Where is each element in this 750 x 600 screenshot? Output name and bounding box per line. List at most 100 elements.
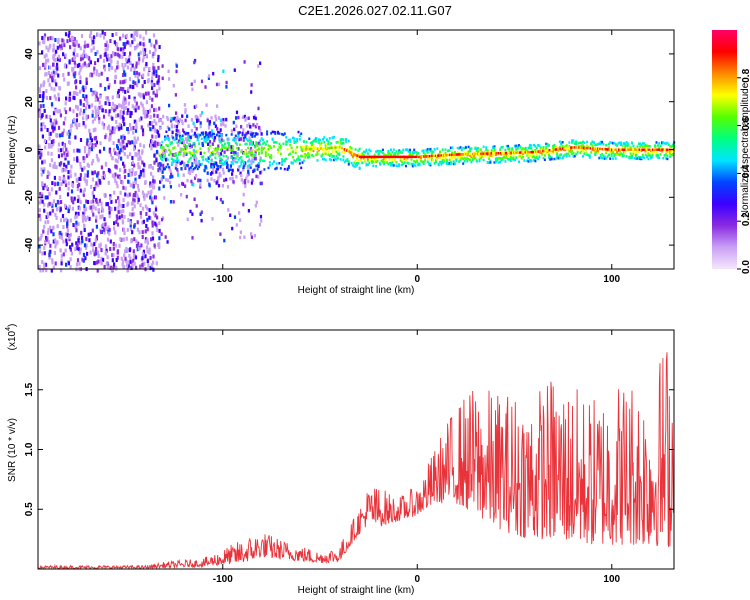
spectrogram-cell: [50, 268, 53, 273]
spectrogram-cell: [202, 155, 205, 158]
spectrogram-cell: [548, 144, 550, 147]
spectrogram-cell: [248, 165, 251, 169]
spectrogram-cell: [576, 151, 579, 154]
spectrogram-cell: [199, 178, 202, 183]
spectrogram-cell: [120, 135, 123, 140]
spectrogram-cell: [174, 152, 177, 156]
spectrogram-cell: [109, 39, 112, 43]
spectrogram-cell: [334, 147, 337, 151]
spectrogram-cell: [153, 127, 156, 132]
spectrogram-cell: [129, 152, 132, 157]
spectrogram-cell: [290, 150, 293, 153]
spectrogram-cell: [222, 154, 225, 158]
spectrogram-cell: [296, 158, 299, 161]
spectrogram-cell: [635, 151, 638, 154]
spectrogram-cell: [222, 145, 225, 148]
spectrogram-cell: [104, 109, 107, 114]
spectrogram-cell: [238, 137, 241, 142]
spectrogram-cell: [244, 136, 247, 139]
spectrogram-cell: [76, 92, 79, 96]
spectrogram-cell: [637, 142, 640, 145]
spectrogram-cell: [516, 151, 519, 154]
spectrogram-cell: [597, 151, 599, 155]
spectrogram-cell: [91, 159, 95, 163]
spectrogram-cell: [467, 158, 470, 161]
spectrogram-cell: [256, 144, 259, 148]
spectrogram-cell: [124, 41, 127, 46]
spectrogram-cell: [336, 146, 339, 149]
spectrogram-cell: [582, 149, 584, 152]
spectrogram-cell: [215, 181, 218, 185]
spectrogram-cell: [527, 146, 530, 150]
spectrogram-cell: [130, 266, 133, 270]
spectrogram-cell: [332, 154, 335, 158]
spectrogram-cell: [105, 96, 108, 101]
spectrogram-cell: [151, 196, 154, 201]
spectrogram-cell: [313, 139, 316, 142]
spectrogram-cell: [68, 31, 71, 35]
spectrogram-cell: [533, 155, 535, 158]
spectrogram-cell: [383, 153, 386, 156]
spectrogram-cell: [152, 211, 155, 216]
spectrogram-cell: [657, 148, 660, 151]
spectrogram-cell: [558, 153, 561, 157]
spectrogram-cell: [605, 150, 608, 153]
spectrogram-cell: [192, 142, 195, 145]
spectrogram-cell: [508, 149, 511, 153]
spectrogram-cell: [117, 210, 120, 215]
spectrogram-cell: [193, 142, 197, 147]
spectrogram-cell: [496, 157, 499, 160]
spectrogram-cell: [60, 253, 63, 258]
spectrogram-cell: [62, 52, 65, 57]
spectrogram-cell: [59, 207, 62, 212]
spectrogram-cell: [252, 115, 256, 120]
spectrogram-cell: [385, 155, 388, 159]
spectrogram-cell: [173, 146, 176, 149]
spectrogram-cell: [122, 139, 125, 144]
spectrogram-cell: [225, 133, 228, 137]
spectrogram-cell: [161, 76, 164, 81]
spectrogram-cell: [157, 75, 161, 80]
spectrogram-cell: [222, 167, 225, 172]
spectrogram-cell: [111, 156, 114, 161]
spectrogram-cell: [485, 153, 488, 157]
spectrogram-cell: [55, 82, 58, 87]
spectrogram-cell: [100, 261, 103, 265]
spectrogram-cell: [79, 99, 82, 104]
spectrogram-cell: [134, 108, 137, 113]
spectrogram-cell: [300, 146, 303, 149]
spectrogram-cell: [107, 180, 110, 185]
spectrogram-cell: [83, 215, 86, 220]
spectrogram-cell: [236, 142, 239, 146]
spectrogram-cell: [323, 140, 326, 144]
spectrogram-cell: [316, 150, 319, 154]
spectrogram-cell: [245, 155, 248, 158]
spectrogram-cell: [139, 50, 142, 55]
spectrogram-cell: [252, 132, 255, 135]
spectrogram-cell: [208, 122, 211, 126]
spectrogram-cell: [187, 160, 190, 163]
spectrogram-cell: [268, 161, 271, 164]
spectrogram-cell: [132, 253, 136, 258]
spectrogram-cell: [388, 162, 391, 165]
spectrogram-cell: [70, 189, 74, 194]
spectrogram-cell: [578, 146, 581, 149]
spectrogram-cell: [57, 73, 60, 78]
spectrogram-cell: [203, 168, 206, 173]
spectrogram-cell: [154, 135, 157, 139]
spectrogram-cell: [557, 148, 560, 151]
spectrogram-cell: [650, 148, 653, 151]
spectrogram-cell: [132, 201, 135, 206]
spectrogram-cell: [422, 151, 425, 155]
spectrogram-cell: [181, 137, 184, 141]
snr-xtick-label: -100: [213, 574, 233, 585]
spectrogram-cell: [650, 156, 653, 160]
spectrogram-cell: [100, 256, 103, 261]
spectrogram-cell: [186, 163, 190, 168]
spectrogram-cell: [54, 212, 57, 217]
spectrogram-cell: [84, 256, 87, 261]
spectrogram-cell: [504, 153, 507, 156]
spectrogram-cell: [266, 149, 269, 152]
spectrogram-cell: [131, 167, 134, 172]
spectrogram-cell: [117, 47, 120, 52]
